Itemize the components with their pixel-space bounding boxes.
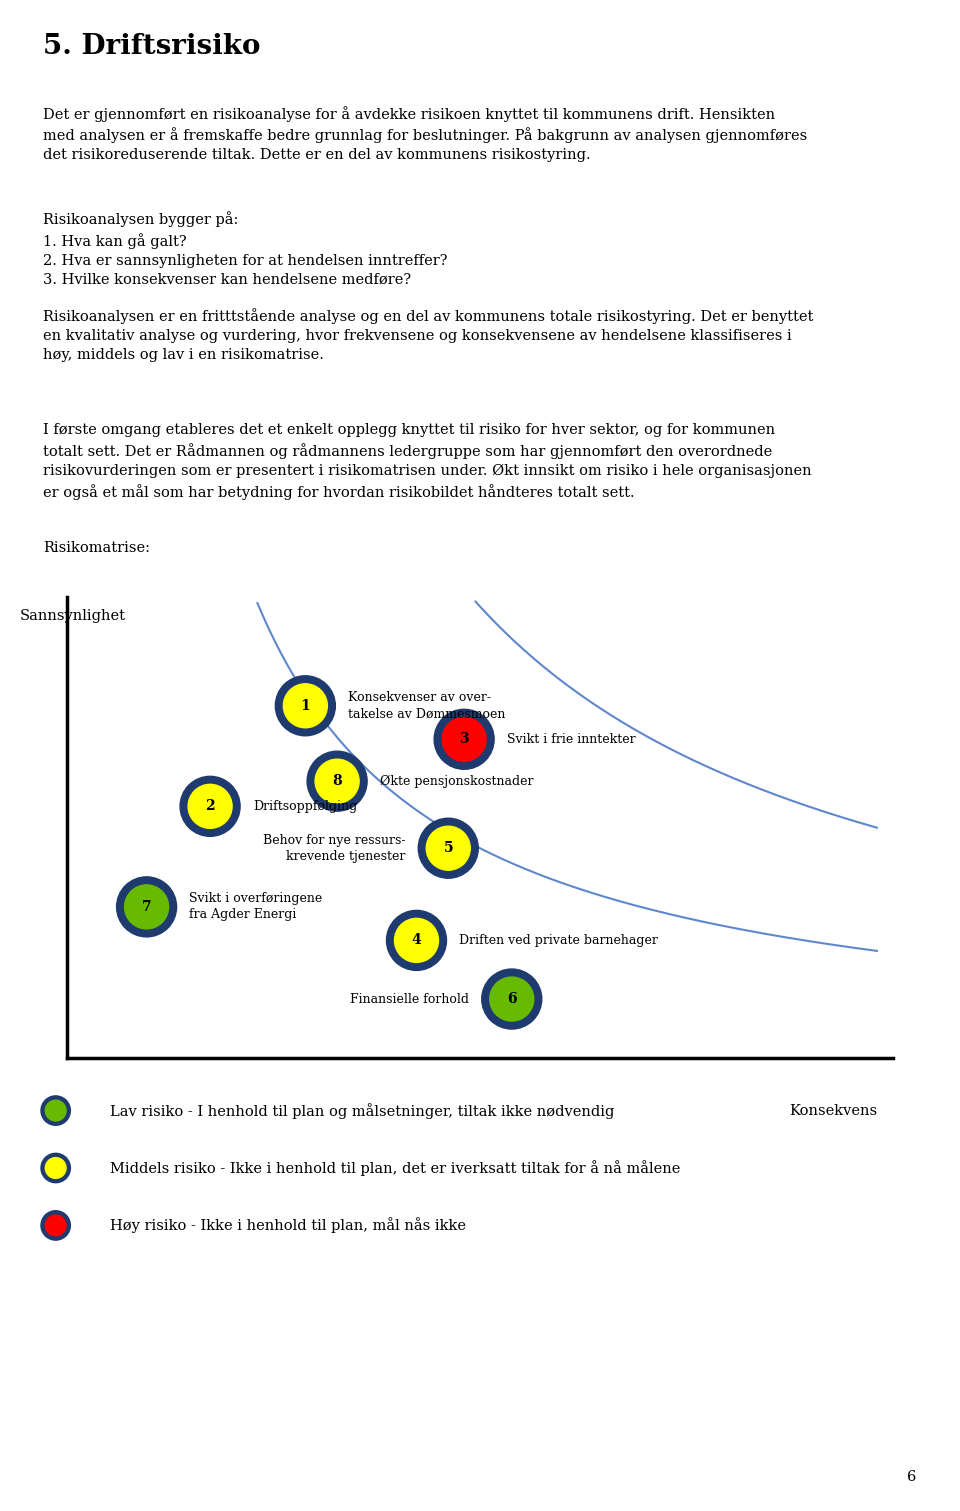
Text: 8: 8 — [332, 774, 342, 789]
Text: Risikoanalysen er en fritttstående analyse og en del av kommunens totale risikos: Risikoanalysen er en fritttstående analy… — [43, 308, 813, 363]
Text: Middels risiko - Ikke i henhold til plan, det er iverksatt tiltak for å nå målen: Middels risiko - Ikke i henhold til plan… — [110, 1160, 681, 1176]
Circle shape — [41, 1095, 70, 1126]
Ellipse shape — [387, 911, 446, 970]
Ellipse shape — [188, 784, 232, 828]
Text: Driftsoppfølging: Driftsoppfølging — [252, 799, 357, 813]
Text: I første omgang etableres det et enkelt opplegg knyttet til risiko for hver sekt: I første omgang etableres det et enkelt … — [43, 423, 812, 500]
Text: Lav risiko - I henhold til plan og målsetninger, tiltak ikke nødvendig: Lav risiko - I henhold til plan og målse… — [110, 1103, 614, 1118]
Ellipse shape — [395, 919, 439, 963]
Text: Konsekvens: Konsekvens — [789, 1103, 876, 1118]
Circle shape — [45, 1100, 66, 1121]
Ellipse shape — [315, 759, 359, 804]
Circle shape — [45, 1215, 66, 1236]
Text: 4: 4 — [412, 934, 421, 947]
Text: Finansielle forhold: Finansielle forhold — [350, 993, 469, 1005]
Text: Konsekvenser av over-
takelse av Dømmesmoen: Konsekvenser av over- takelse av Dømmesm… — [348, 691, 505, 721]
Text: Behov for nye ressurs-
krevende tjenester: Behov for nye ressurs- krevende tjeneste… — [263, 834, 405, 863]
Ellipse shape — [434, 709, 494, 769]
Circle shape — [45, 1157, 66, 1179]
Text: 6: 6 — [507, 993, 516, 1006]
Text: Svikt i frie inntekter: Svikt i frie inntekter — [507, 733, 636, 746]
Text: 3: 3 — [459, 733, 468, 746]
Text: Risikomatrise:: Risikomatrise: — [43, 541, 150, 555]
Text: Økte pensjonskostnader: Økte pensjonskostnader — [380, 775, 534, 787]
Ellipse shape — [419, 819, 478, 878]
Text: 7: 7 — [142, 901, 152, 914]
Ellipse shape — [180, 777, 240, 836]
Text: Svikt i overføringene
fra Agder Energi: Svikt i overføringene fra Agder Energi — [189, 893, 323, 922]
Ellipse shape — [307, 751, 367, 811]
Ellipse shape — [276, 675, 335, 736]
Ellipse shape — [125, 885, 169, 929]
Ellipse shape — [443, 718, 486, 762]
Ellipse shape — [283, 684, 327, 728]
Text: 1: 1 — [300, 698, 310, 713]
Text: Risikoanalysen bygger på:
1. Hva kan gå galt?
2. Hva er sannsynligheten for at h: Risikoanalysen bygger på: 1. Hva kan gå … — [43, 212, 447, 287]
Circle shape — [41, 1210, 70, 1241]
Ellipse shape — [490, 978, 534, 1021]
Text: 2: 2 — [205, 799, 215, 813]
Text: Driften ved private barnehager: Driften ved private barnehager — [459, 934, 658, 947]
Ellipse shape — [426, 827, 470, 870]
Text: 5: 5 — [444, 842, 453, 855]
Ellipse shape — [116, 876, 177, 937]
Text: 6: 6 — [907, 1470, 917, 1484]
Ellipse shape — [482, 969, 541, 1029]
Text: Det er gjennomført en risikoanalyse for å avdekke risikoen knyttet til kommunens: Det er gjennomført en risikoanalyse for … — [43, 106, 807, 162]
Circle shape — [41, 1153, 70, 1183]
Text: Høy risiko - Ikke i henhold til plan, mål nås ikke: Høy risiko - Ikke i henhold til plan, må… — [110, 1218, 467, 1233]
Text: 5. Driftsrisiko: 5. Driftsrisiko — [43, 33, 261, 60]
Text: Sannsynlighet: Sannsynlighet — [19, 609, 126, 624]
